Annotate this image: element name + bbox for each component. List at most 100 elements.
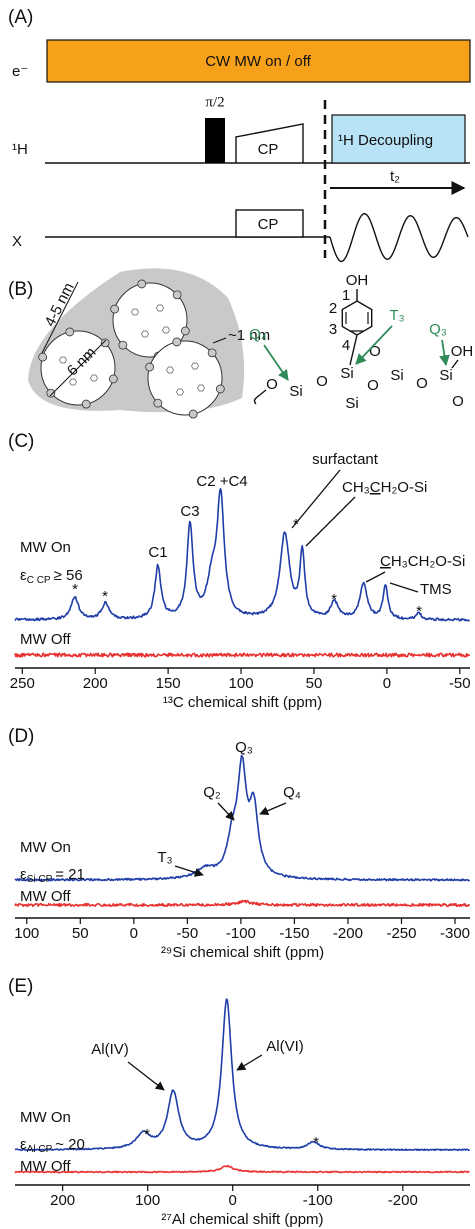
mw-label: CW MW on / off (205, 53, 311, 70)
spectrum-line (14, 754, 471, 882)
label-part: C (370, 479, 381, 496)
bond (349, 334, 358, 366)
enhancement-label: εSi CP = 21 (20, 866, 85, 885)
pore-bump (100, 338, 110, 348)
phenyl-icon (90, 374, 98, 382)
atom-label: OH (451, 343, 474, 360)
pore-bump (110, 304, 120, 314)
dimension-label: ~1 nm (228, 327, 270, 344)
peak-label: Q₂ (203, 784, 221, 801)
peak-label: C2 +C4 (196, 473, 247, 490)
site-label: T₃ (389, 307, 404, 324)
panel-label: (D) (8, 726, 34, 747)
dimension-line (212, 337, 227, 344)
peak-marker: * (313, 1134, 319, 1151)
cp-label: CP (258, 216, 279, 233)
spectrum-line (14, 899, 471, 908)
enhancement-label: εC CP ≥ 56 (20, 567, 83, 586)
label-part: H₃CH₂O-Si (391, 553, 465, 570)
enhancement-subscript: C CP (27, 575, 51, 586)
pore-bump (38, 352, 48, 362)
x-tick-label: 50 (72, 925, 89, 942)
fid-signal (329, 213, 469, 263)
peak-label: surfactant (312, 451, 379, 468)
bond (451, 359, 459, 369)
peak-label: TMS (420, 581, 452, 598)
annotation-pointer (127, 1061, 165, 1091)
phenyl-icon (84, 352, 92, 360)
site-arrow (355, 325, 393, 365)
decoupling-label: ¹H Decoupling (338, 132, 433, 149)
acquisition-label: t₂ (390, 168, 400, 185)
atom-label: Si (345, 395, 358, 412)
x-tick-label: -200 (388, 1192, 418, 1209)
benzene-ring (341, 300, 373, 336)
enhancement-value: ~ 20 (55, 1136, 85, 1153)
x-tick-label: -250 (386, 925, 416, 942)
x-tick-label: 50 (306, 675, 323, 692)
peak-marker: * (416, 603, 422, 620)
phenyl-icon (162, 326, 170, 334)
ring-number: 4 (342, 337, 350, 354)
pore-bump (81, 399, 91, 409)
x-tick-label: -100 (303, 1192, 333, 1209)
pore-bump (172, 290, 182, 300)
atom-label: O (367, 377, 379, 394)
peak-label: C3 (180, 503, 199, 520)
series-label: MW Off (20, 631, 71, 648)
dimension-line (49, 339, 107, 397)
peak-label: CH₃CH₂O-Si (380, 553, 465, 570)
site-label: Q₄ (249, 326, 267, 343)
x-tick-label: -150 (279, 925, 309, 942)
site-arrow (263, 344, 289, 381)
pore-bump (137, 279, 147, 289)
annotation-pointer (174, 865, 204, 877)
panel-label: (B) (8, 279, 33, 300)
atom-label: O (452, 393, 464, 410)
cp-block (235, 209, 304, 238)
phenyl-icon (59, 356, 67, 364)
pore-bump (215, 384, 225, 394)
pore-bump (145, 362, 155, 372)
series-label: MW Off (20, 888, 71, 905)
panel-a: (A) e⁻ CW MW on / off ¹H π/2 CP ¹H Decou… (8, 7, 471, 263)
x-tick-label: -50 (177, 925, 199, 942)
x-tick-label: -50 (449, 675, 471, 692)
pore-bump (108, 374, 118, 384)
pore-bump (188, 409, 198, 419)
phenyl-icon (176, 388, 184, 396)
cp-label: CP (258, 141, 279, 158)
peak-label: Al(IV) (91, 1041, 129, 1058)
x-axis-title: ¹³C chemical shift (ppm) (163, 694, 322, 711)
x-tick-label: 100 (14, 925, 39, 942)
phenyl-icon (191, 362, 199, 370)
annotation-pointer (305, 496, 356, 547)
mw-bar (46, 39, 471, 83)
channel-label: ¹H (12, 141, 28, 158)
annotation-pointer (389, 582, 419, 593)
enhancement-value: = 21 (55, 866, 85, 883)
x-tick-label: -100 (226, 925, 256, 942)
peak-label: Q₄ (283, 784, 301, 801)
pore-bump (65, 327, 75, 337)
enhancement-symbol: ε (20, 866, 27, 883)
label-part: C (380, 553, 391, 570)
annotation-pointer (259, 802, 287, 815)
panel-label: (A) (8, 7, 33, 28)
peak-label: Q₃ (235, 739, 253, 756)
peak-marker: * (144, 1126, 150, 1143)
pulse (205, 118, 225, 163)
pore-bump (118, 340, 128, 350)
peak-marker: * (293, 516, 299, 533)
x-tick-label: 200 (50, 1192, 75, 1209)
spectrum-line (14, 487, 471, 622)
atom-label: Si (289, 383, 302, 400)
atom-label: OH (346, 272, 369, 289)
peak-label: C1 (148, 544, 167, 561)
pore-bump (46, 388, 56, 398)
x-tick-label: 150 (156, 675, 181, 692)
atom-label: Si (439, 367, 452, 384)
x-tick-label: 0 (229, 1192, 237, 1209)
